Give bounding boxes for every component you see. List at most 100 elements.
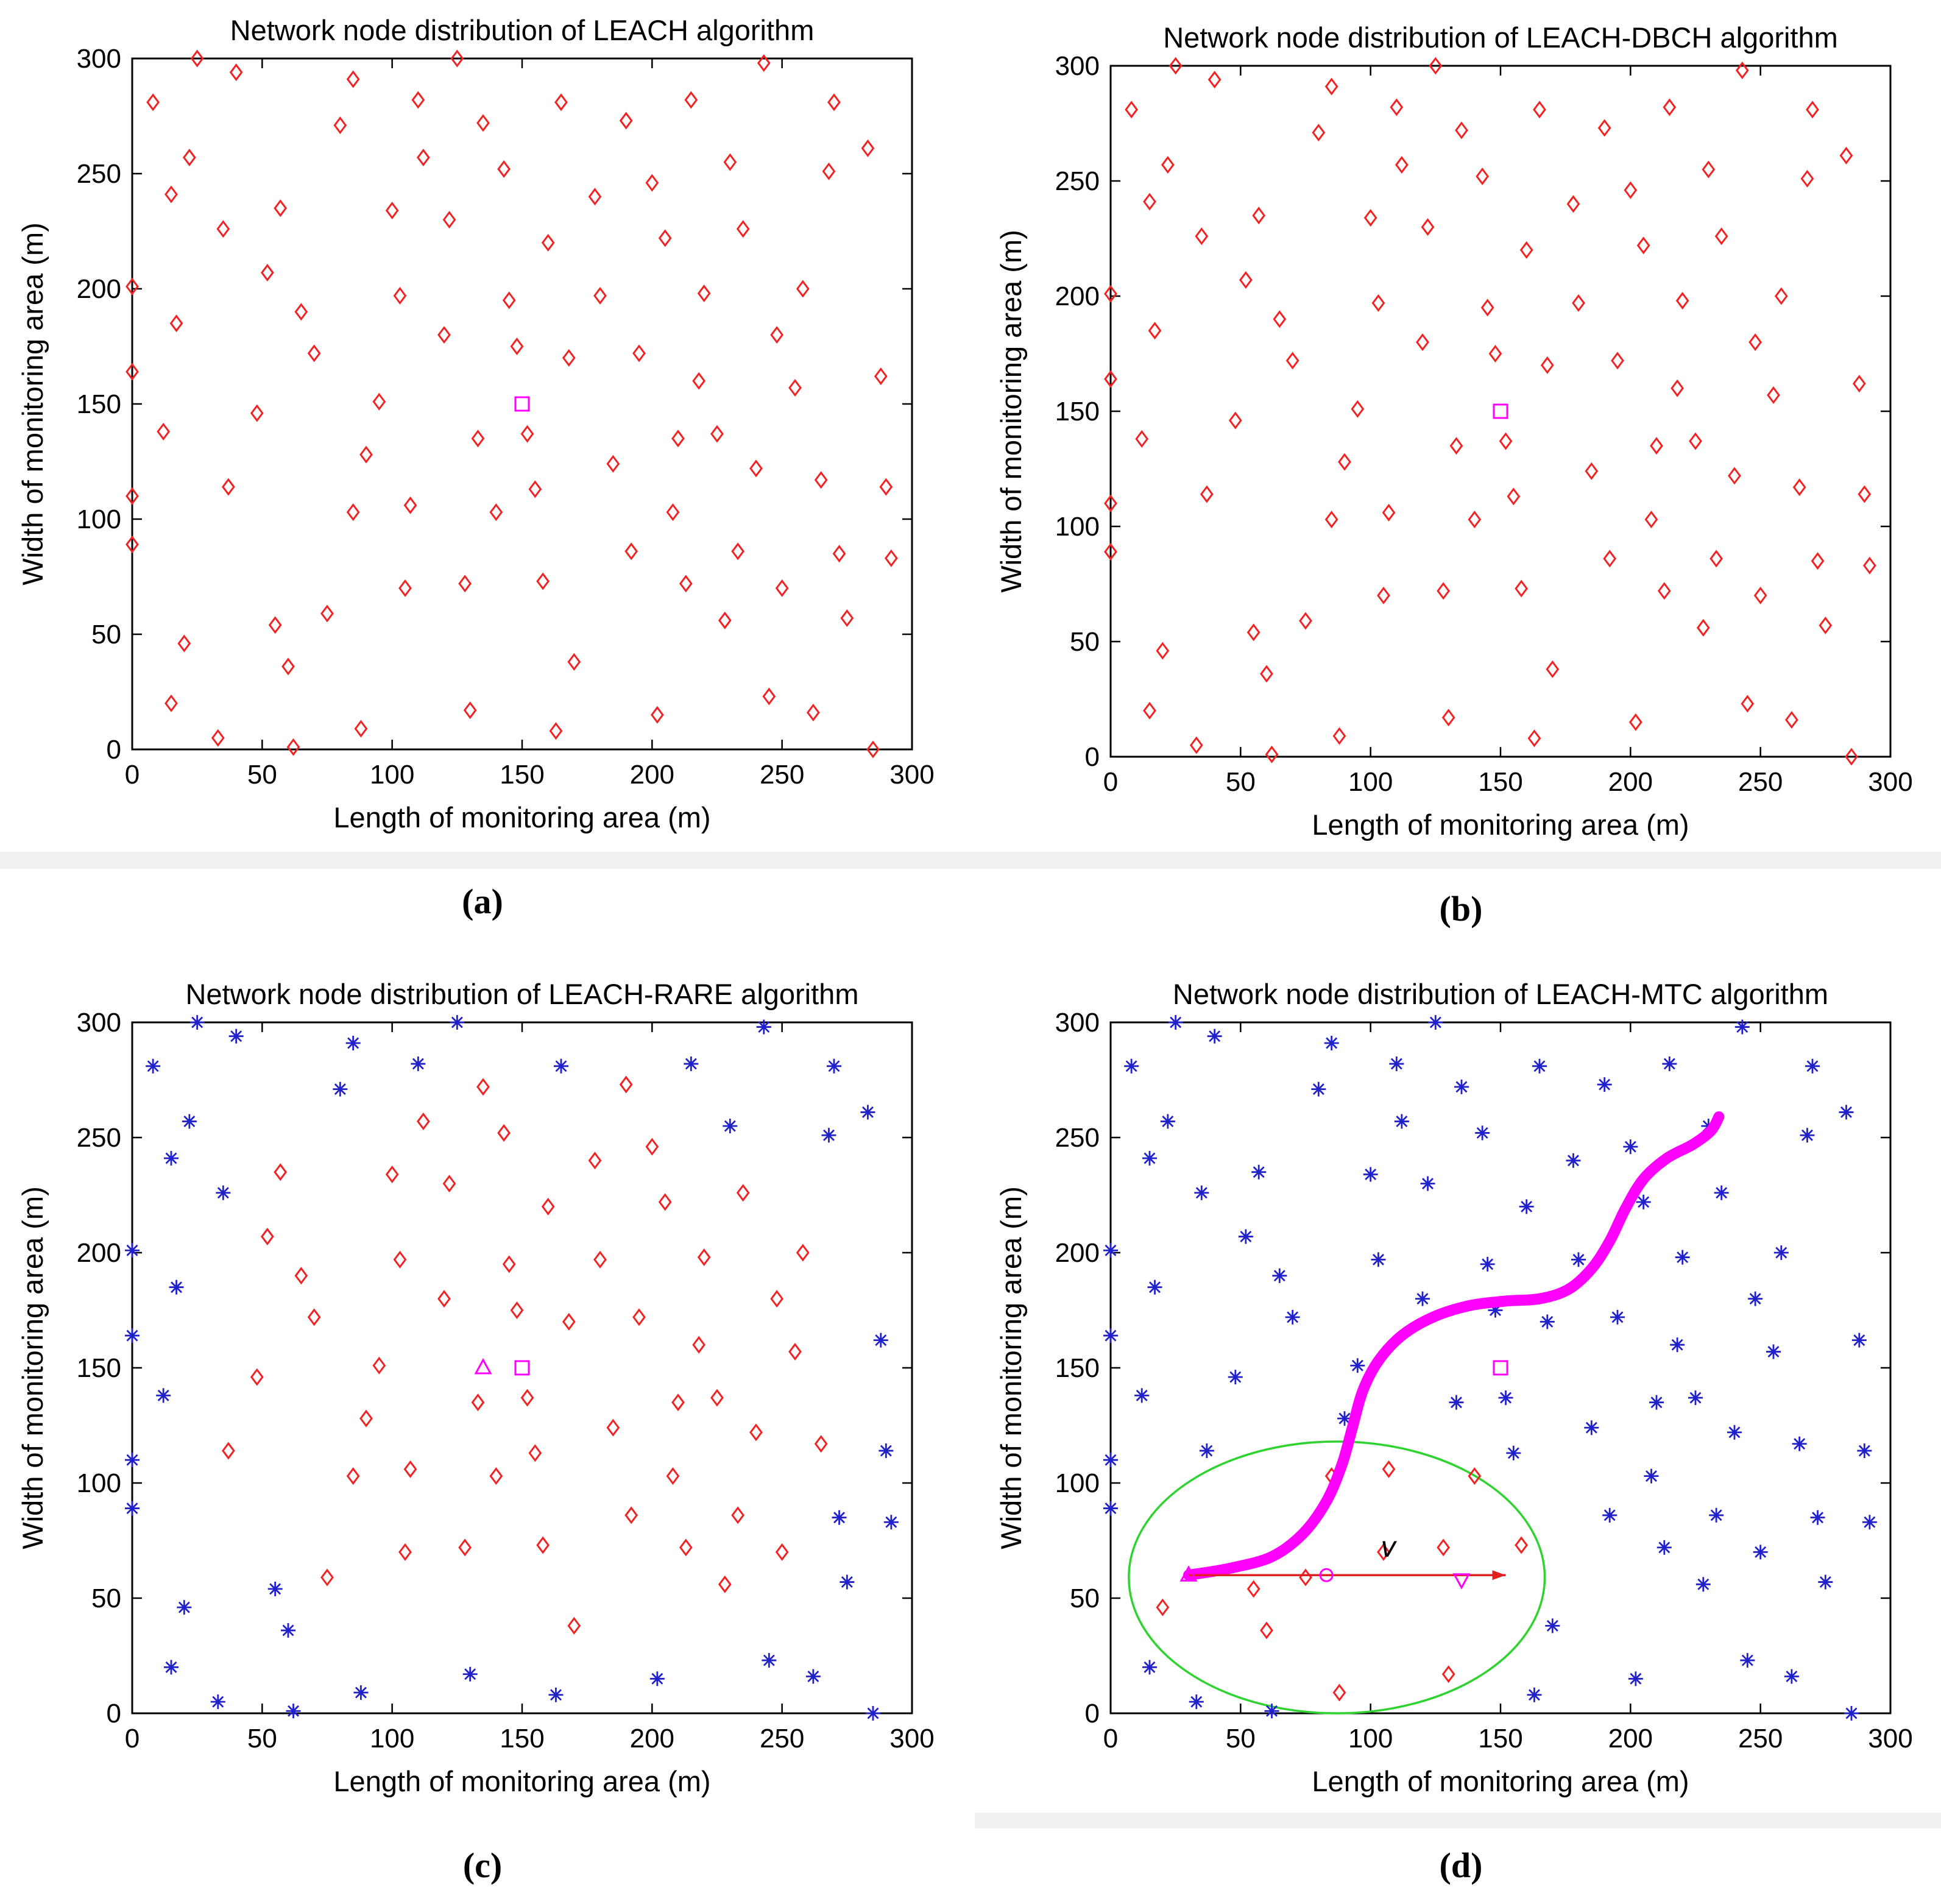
sensor-node bbox=[294, 303, 308, 321]
y-tick-label: 50 bbox=[1070, 1584, 1100, 1613]
circle-marker bbox=[1319, 1568, 1334, 1582]
sensor-node bbox=[520, 1389, 534, 1407]
sensor-node bbox=[1363, 1167, 1378, 1182]
y-tick-label: 300 bbox=[1055, 51, 1100, 81]
sensor-node bbox=[1332, 727, 1346, 745]
y-tick-label: 200 bbox=[1055, 281, 1100, 311]
y-axis-label: Width of monitoring area (m) bbox=[995, 1186, 1027, 1549]
sensor-node bbox=[268, 616, 282, 634]
x-axis-label: Length of monitoring area (m) bbox=[333, 1765, 710, 1797]
sensor-node bbox=[228, 1028, 244, 1044]
sensor-node bbox=[1540, 1314, 1555, 1329]
sensor-node bbox=[1156, 1598, 1170, 1616]
sensor-node bbox=[723, 153, 737, 171]
x-tick-label: 200 bbox=[1608, 767, 1653, 797]
chart-c-canvas: 0 50 100 150 200 250 300 0 50 100 150 200 250 300 Netw… bbox=[16, 978, 935, 1797]
x-tick-label: 150 bbox=[500, 1724, 544, 1754]
sensor-node bbox=[520, 425, 534, 443]
sensor-node bbox=[1272, 1268, 1287, 1283]
sensor-node bbox=[736, 1184, 750, 1202]
trajectory-path bbox=[1183, 1111, 1725, 1581]
y-tick-label: 200 bbox=[1055, 1238, 1100, 1268]
sensor-node bbox=[1566, 195, 1580, 213]
sensor-nodes bbox=[125, 1015, 899, 1721]
sensor-node bbox=[1228, 1370, 1243, 1385]
sensor-node bbox=[403, 496, 417, 514]
x-axis-label: Length of monitoring area (m) bbox=[333, 801, 710, 833]
chart-title: Network node distribution of LEACH algor… bbox=[230, 14, 815, 46]
sensor-node bbox=[1670, 1337, 1685, 1353]
sensor-node bbox=[211, 729, 225, 747]
sensor-node bbox=[1324, 1036, 1339, 1051]
plot-frame bbox=[131, 57, 913, 751]
sensor-node bbox=[450, 49, 464, 68]
x-tick-label: 50 bbox=[247, 760, 277, 790]
sensor-node bbox=[1773, 1245, 1789, 1260]
sensor-node bbox=[476, 114, 490, 132]
sensor-node bbox=[1741, 695, 1755, 713]
sensor-node bbox=[884, 549, 898, 567]
sensor-node bbox=[866, 740, 880, 759]
sensor-node bbox=[770, 326, 784, 344]
sensor-nodes bbox=[1104, 57, 1876, 766]
sensor-node bbox=[1628, 713, 1642, 731]
sensor-node bbox=[562, 349, 576, 367]
axis-ticks bbox=[1109, 1021, 1892, 1715]
x-tick-label: 200 bbox=[630, 1724, 674, 1754]
sensor-node bbox=[624, 1506, 638, 1524]
sensor-node bbox=[510, 1301, 524, 1319]
sensor-node bbox=[1540, 356, 1554, 374]
triangle-up-marker bbox=[1179, 1565, 1198, 1582]
sensor-node bbox=[1143, 701, 1156, 720]
sensor-node bbox=[307, 344, 321, 363]
sensor-node bbox=[1624, 181, 1638, 199]
sensor-node bbox=[679, 575, 693, 593]
sensor-node bbox=[548, 1687, 564, 1702]
sensor-node bbox=[1147, 1279, 1162, 1295]
sensor-node bbox=[788, 1343, 802, 1361]
sensor-node bbox=[1656, 1540, 1672, 1555]
sensor-node bbox=[619, 1075, 633, 1094]
y-tick-label: 150 bbox=[77, 1353, 121, 1383]
sensor-node bbox=[156, 1388, 171, 1403]
x-tick-label: 50 bbox=[1226, 1724, 1256, 1754]
sensor-node bbox=[1533, 101, 1546, 119]
sensor-node bbox=[762, 1653, 777, 1668]
sensor-node bbox=[393, 1250, 407, 1269]
sensor-node bbox=[403, 1460, 417, 1478]
sensor-node bbox=[1124, 1058, 1139, 1074]
x-tick-label: 100 bbox=[370, 760, 414, 790]
sensor-node bbox=[1527, 729, 1541, 748]
sensor-node bbox=[260, 1228, 274, 1246]
sensor-node bbox=[731, 542, 745, 561]
sensor-node bbox=[125, 1328, 140, 1343]
base-station-marker bbox=[514, 1360, 530, 1376]
cluster-ellipse bbox=[1128, 1440, 1546, 1715]
sensor-node bbox=[883, 1515, 899, 1530]
sensor-node bbox=[718, 611, 732, 629]
sensor-node bbox=[1265, 745, 1279, 763]
sensor-nodes bbox=[126, 49, 898, 759]
sensor-node bbox=[840, 1574, 855, 1590]
sensor-node bbox=[1748, 1291, 1763, 1306]
sensor-node bbox=[411, 91, 425, 109]
plot-frame bbox=[1109, 65, 1892, 758]
sensor-node bbox=[1415, 1291, 1430, 1306]
sensor-node bbox=[294, 1267, 308, 1285]
sensor-node bbox=[1675, 292, 1689, 310]
sensor-node bbox=[471, 1393, 485, 1412]
sensor-node bbox=[1199, 1443, 1214, 1459]
x-tick-label: 250 bbox=[760, 760, 804, 790]
sensor-node bbox=[229, 63, 243, 82]
x-tick-label: 250 bbox=[1738, 767, 1783, 797]
sensor-node bbox=[1142, 1660, 1157, 1675]
sensor-node bbox=[274, 199, 288, 218]
sensor-node bbox=[1714, 1185, 1729, 1200]
sensor-node bbox=[1338, 453, 1351, 471]
sensor-node bbox=[567, 1616, 581, 1635]
sensor-node bbox=[1527, 1687, 1542, 1702]
sensor-node bbox=[1488, 345, 1502, 363]
sensor-node bbox=[554, 93, 568, 111]
sensor-node bbox=[1515, 579, 1529, 598]
sensor-node bbox=[1421, 218, 1435, 236]
